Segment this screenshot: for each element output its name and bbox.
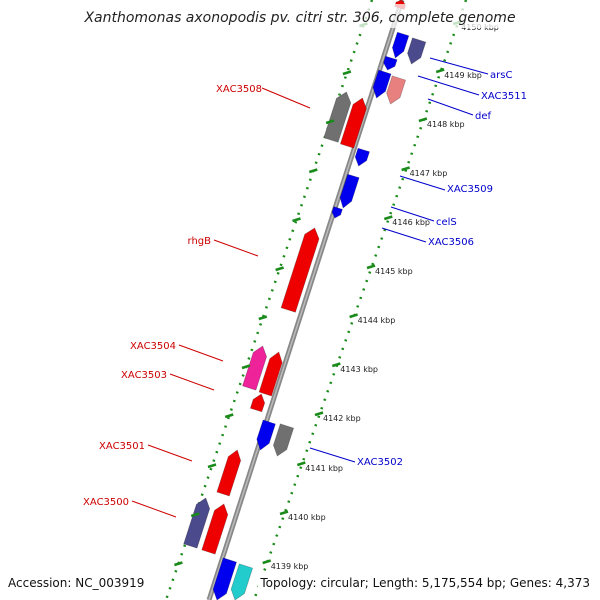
gene-labels: XAC3508 rhgB XAC3504 XAC3503 XAC3501 XAC3500 a… bbox=[83, 70, 527, 508]
ruler-tick-label: 4142 kbp bbox=[323, 414, 361, 423]
ruler-tick-mark bbox=[262, 559, 272, 565]
gene-arrow-small-red[interactable] bbox=[249, 393, 266, 413]
ruler-tick-label: 4149 kbp bbox=[444, 71, 482, 80]
label-leader-line bbox=[147, 444, 193, 462]
genome-backbone-highlight bbox=[208, 0, 403, 600]
gene-arrow-XAC3511[interactable] bbox=[372, 69, 392, 99]
ruler-tick-label: 4140 kbp bbox=[288, 513, 326, 522]
footer-topology-backdrop bbox=[258, 572, 596, 592]
label-leader-line bbox=[390, 206, 435, 222]
gene-label-forward[interactable]: rhgB bbox=[188, 236, 212, 247]
gene-label-forward[interactable]: XAC3504 bbox=[130, 341, 176, 352]
ruler-tick-mark bbox=[325, 119, 335, 125]
gene-label-reverse[interactable]: XAC3502 bbox=[357, 457, 403, 468]
gene-arrow-XAC3508[interactable] bbox=[339, 97, 367, 149]
gene-label-forward[interactable]: XAC3501 bbox=[99, 441, 145, 452]
label-leader-line bbox=[261, 87, 311, 109]
ruler-tick-mark bbox=[435, 68, 445, 74]
label-leader-line bbox=[417, 75, 480, 96]
ruler-tick-mark bbox=[296, 461, 306, 467]
ruler-tick-mark bbox=[174, 561, 183, 567]
gene-arrow-def[interactable] bbox=[386, 75, 407, 105]
ruler-tick-mark bbox=[331, 362, 341, 368]
ruler-tick-label: 4141 kbp bbox=[305, 464, 343, 473]
ruler-tick-mark bbox=[190, 512, 200, 518]
ruler-tick-mark bbox=[401, 166, 410, 172]
label-leader-line bbox=[131, 500, 177, 518]
gene-arrow-XAC3500-slate[interactable] bbox=[183, 497, 211, 549]
gene-arrow-XAC3509[interactable] bbox=[354, 147, 371, 167]
ruler-tick-mark bbox=[275, 266, 284, 272]
ruler-tick-mark bbox=[207, 463, 217, 469]
gene-label-reverse[interactable]: arsC bbox=[490, 70, 512, 81]
ruler-tick-mark bbox=[349, 313, 358, 319]
accession-text: Accession: NC_003919 bbox=[8, 576, 144, 590]
ruler-tick-mark bbox=[383, 215, 393, 221]
gene-label-reverse[interactable]: XAC3509 bbox=[447, 184, 493, 195]
ruler-tick-mark bbox=[308, 168, 318, 174]
ruler-tick-mark bbox=[314, 411, 324, 417]
ruler-tick-label: 4143 kbp bbox=[340, 365, 378, 374]
gene-arrow-arsC[interactable] bbox=[391, 31, 410, 59]
gene-arrow-XAC3500[interactable] bbox=[201, 503, 229, 555]
label-leaders bbox=[131, 57, 489, 518]
label-leader-line bbox=[429, 57, 489, 75]
gene-label-forward[interactable]: XAC3503 bbox=[121, 370, 167, 381]
gene-arrow-XAC3506[interactable] bbox=[331, 206, 343, 219]
gene-arrow-arsC-neighbor[interactable] bbox=[407, 37, 427, 65]
gene-arrow-XAC3502[interactable] bbox=[256, 419, 276, 451]
title-backdrop bbox=[78, 4, 524, 28]
ruler-tick-mark bbox=[292, 217, 301, 223]
gene-label-forward[interactable]: XAC3508 bbox=[216, 84, 262, 95]
ruler-tick-mark bbox=[342, 70, 352, 76]
ruler-tick-label: 4147 kbp bbox=[410, 169, 448, 178]
gene-arrow-XAC3503[interactable] bbox=[258, 351, 283, 397]
ruler-tick-mark bbox=[418, 117, 428, 123]
gene-arrow-rhgB[interactable] bbox=[280, 227, 320, 313]
ruler-tick-label: 4146 kbp bbox=[392, 218, 430, 227]
gene-arrow-bottom-blue[interactable] bbox=[212, 557, 238, 600]
ruler-tick-mark bbox=[279, 510, 289, 516]
ruler-tick-label: 4148 kbp bbox=[427, 120, 465, 129]
ruler-tick-mark bbox=[241, 364, 251, 370]
gene-label-reverse[interactable]: XAC3506 bbox=[428, 237, 474, 248]
ruler-tick-mark bbox=[224, 413, 234, 419]
ruler-tick-mark bbox=[366, 264, 376, 270]
label-leader-line bbox=[169, 373, 215, 391]
gene-arrow-small[interactable] bbox=[383, 55, 398, 71]
gene-label-reverse[interactable]: celS bbox=[436, 217, 457, 228]
gene-features bbox=[183, 0, 427, 600]
gene-arrow-bottom-cyan[interactable] bbox=[230, 563, 254, 600]
label-leader-line bbox=[427, 98, 474, 116]
footer-accession-backdrop bbox=[4, 572, 154, 592]
topology-text: Topology: circular; Length: 5,175,554 bp… bbox=[259, 576, 590, 590]
label-leader-line bbox=[381, 227, 427, 243]
gene-label-reverse[interactable]: XAC3511 bbox=[481, 91, 527, 102]
gene-arrow-XAC3502-neighbor[interactable] bbox=[272, 423, 295, 457]
label-leader-line bbox=[213, 239, 259, 257]
gene-arrow-XAC3501[interactable] bbox=[216, 449, 242, 497]
gene-arrow-celS[interactable] bbox=[339, 173, 360, 209]
label-leader-line bbox=[309, 447, 356, 463]
map-title: Xanthomonas axonopodis pv. citri str. 30… bbox=[83, 10, 515, 26]
ruler-tick-label: 4144 kbp bbox=[358, 316, 396, 325]
gene-label-reverse[interactable]: def bbox=[475, 111, 492, 122]
gene-arrow-XAC3504[interactable] bbox=[241, 345, 268, 391]
label-leader-line bbox=[178, 344, 224, 362]
ruler-tick-mark bbox=[258, 315, 268, 321]
ruler-tick-label: 4145 kbp bbox=[375, 267, 413, 276]
gene-label-forward[interactable]: XAC3500 bbox=[83, 497, 129, 508]
gene-arrow-XAC3508-gray[interactable] bbox=[323, 91, 352, 143]
ruler-tick-label: 4139 kbp bbox=[271, 562, 309, 571]
label-leader-line bbox=[399, 175, 446, 191]
